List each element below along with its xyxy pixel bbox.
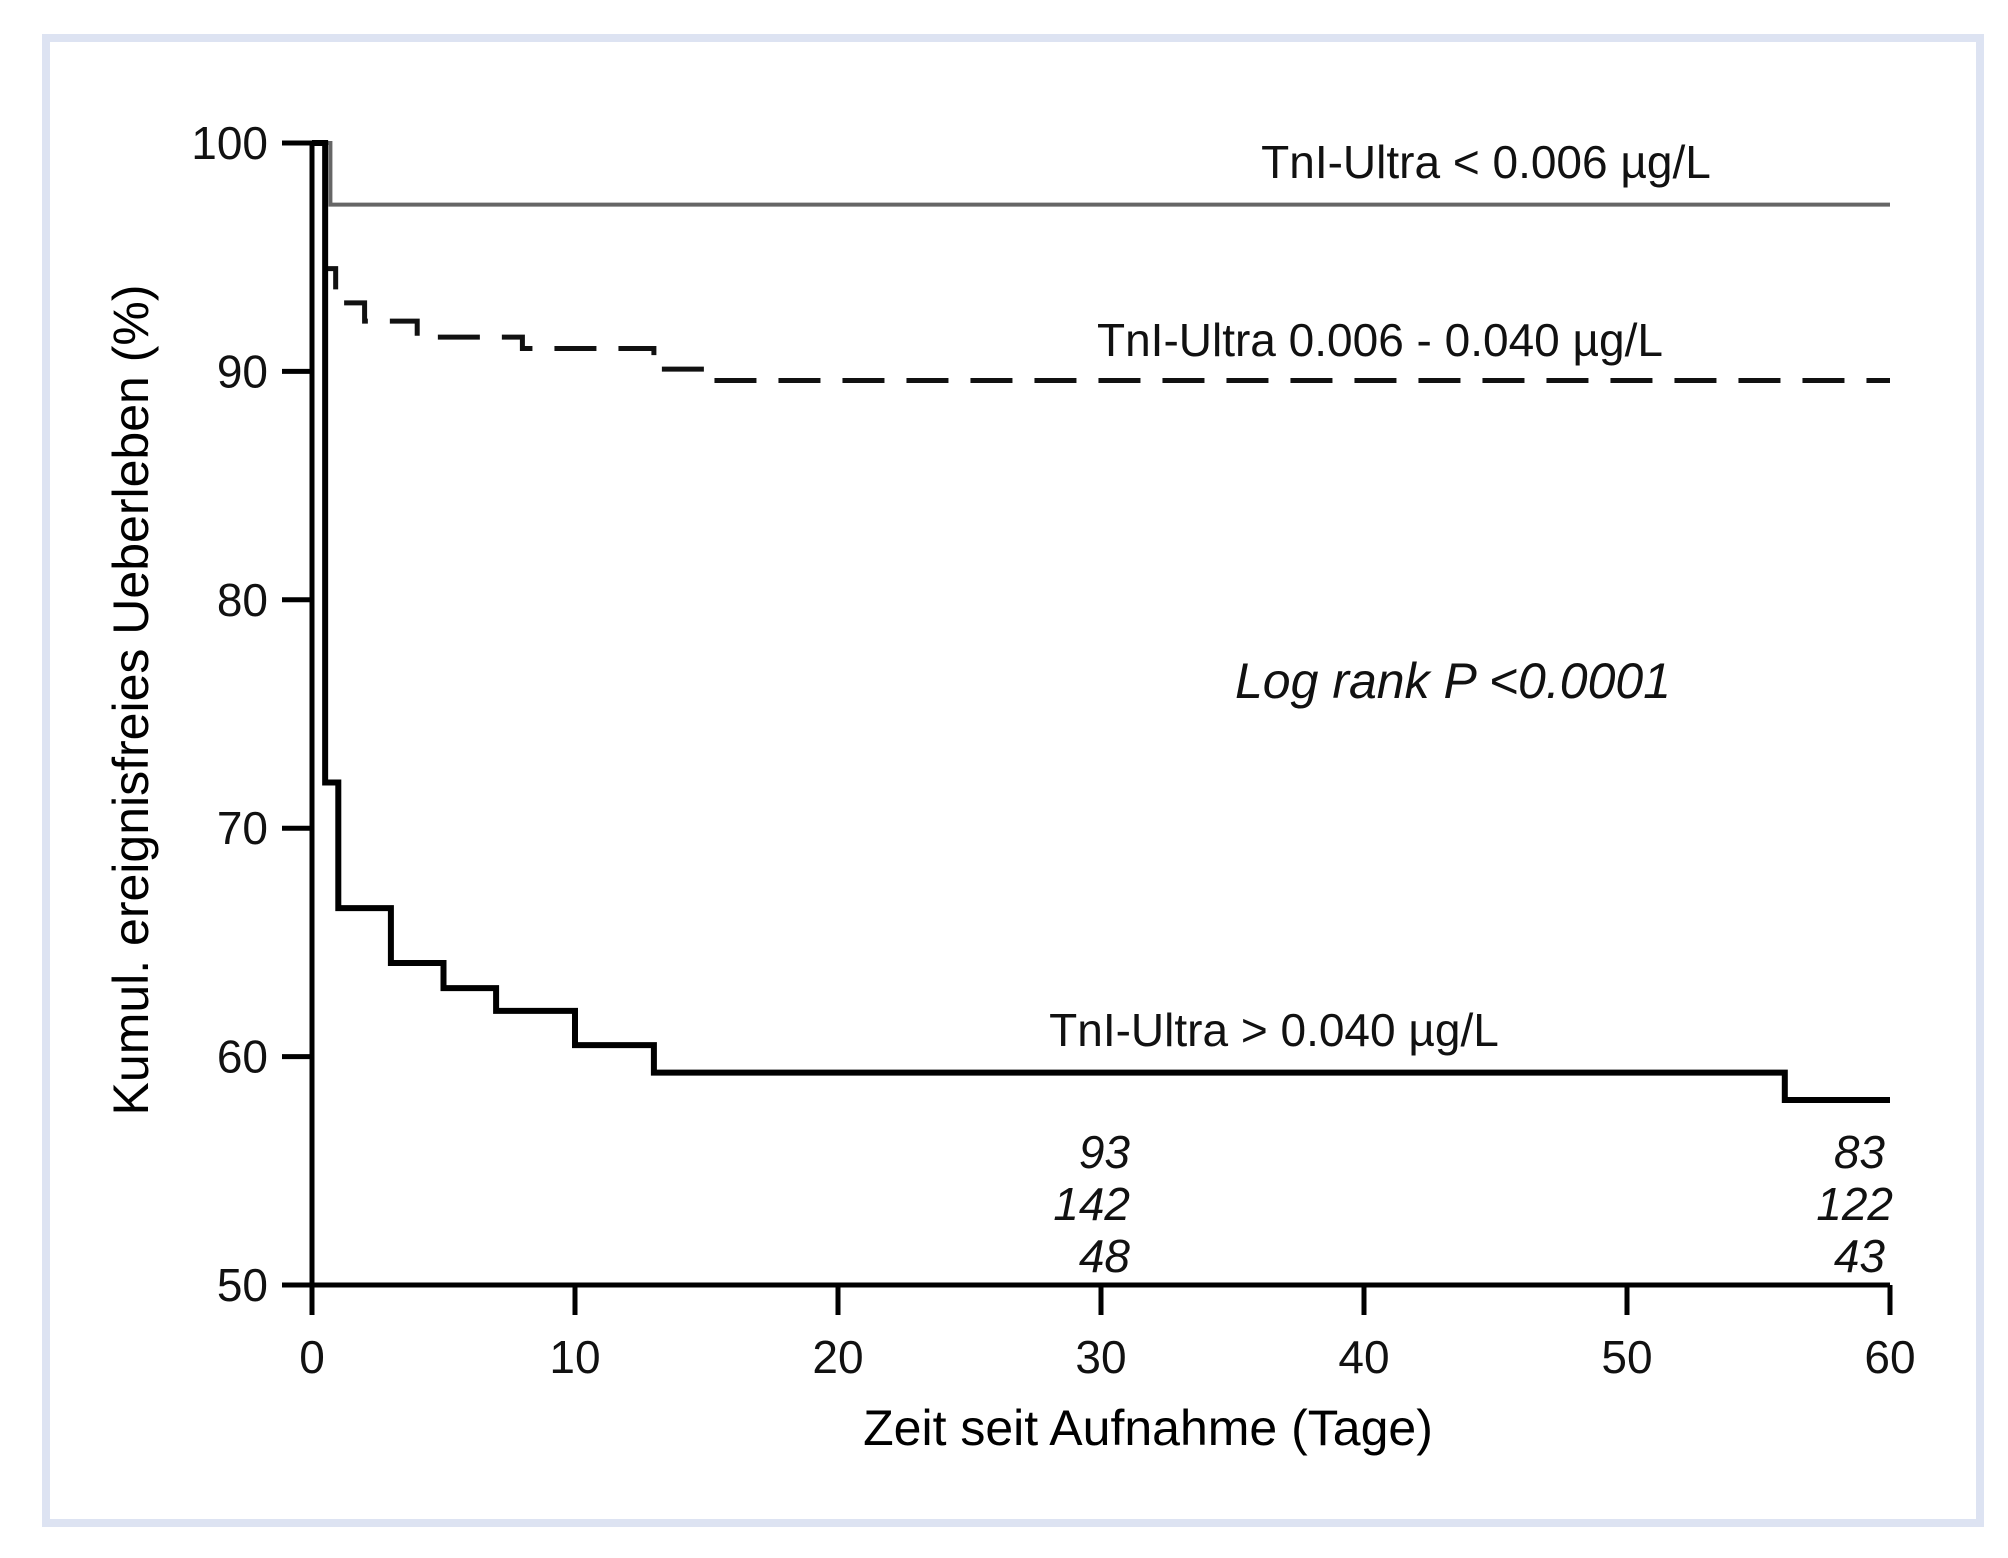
y-tick-label: 80 <box>217 574 268 626</box>
y-tick-label: 70 <box>217 802 268 854</box>
risk-60-row3: 43 <box>1834 1230 1886 1282</box>
y-tick-label: 60 <box>217 1031 268 1083</box>
y-axis-title: Kumul. ereignisfreies Ueberleben (%) <box>103 285 159 1116</box>
x-tick-label: 30 <box>1075 1331 1126 1383</box>
y-tick-label: 100 <box>191 117 268 169</box>
risk-30-row3: 48 <box>1079 1230 1131 1282</box>
x-tick-label: 0 <box>299 1331 325 1383</box>
y-tick-label: 50 <box>217 1259 268 1311</box>
series-label-high: TnI-Ultra > 0.040 µg/L <box>1049 1004 1499 1056</box>
series-line-mid <box>312 140 1890 384</box>
chart-frame <box>42 34 1984 1527</box>
series-layer <box>312 140 1890 1103</box>
risk-60-row2: 122 <box>1816 1178 1893 1230</box>
x-tick-label: 40 <box>1338 1331 1389 1383</box>
series-label-low: TnI-Ultra < 0.006 µg/L <box>1261 136 1711 188</box>
risk-60-row1: 83 <box>1834 1126 1886 1178</box>
labels: Zeit seit Aufnahme (Tage) Kumul. ereigni… <box>103 136 1893 1456</box>
series-line-high <box>312 140 1890 1103</box>
risk-30-row1: 93 <box>1079 1126 1131 1178</box>
x-tick-label: 20 <box>812 1331 863 1383</box>
log-rank-annotation: Log rank P <0.0001 <box>1235 653 1671 709</box>
y-tick-label: 90 <box>217 345 268 397</box>
x-tick-label: 50 <box>1601 1331 1652 1383</box>
axes: 0 10 20 30 40 50 60 50 60 70 80 90 100 <box>191 117 1915 1383</box>
risk-30-row2: 142 <box>1053 1178 1130 1230</box>
series-label-mid: TnI-Ultra 0.006 - 0.040 µg/L <box>1097 314 1663 366</box>
x-tick-label: 60 <box>1864 1331 1915 1383</box>
x-axis-title: Zeit seit Aufnahme (Tage) <box>863 1400 1433 1456</box>
x-tick-label: 10 <box>549 1331 600 1383</box>
